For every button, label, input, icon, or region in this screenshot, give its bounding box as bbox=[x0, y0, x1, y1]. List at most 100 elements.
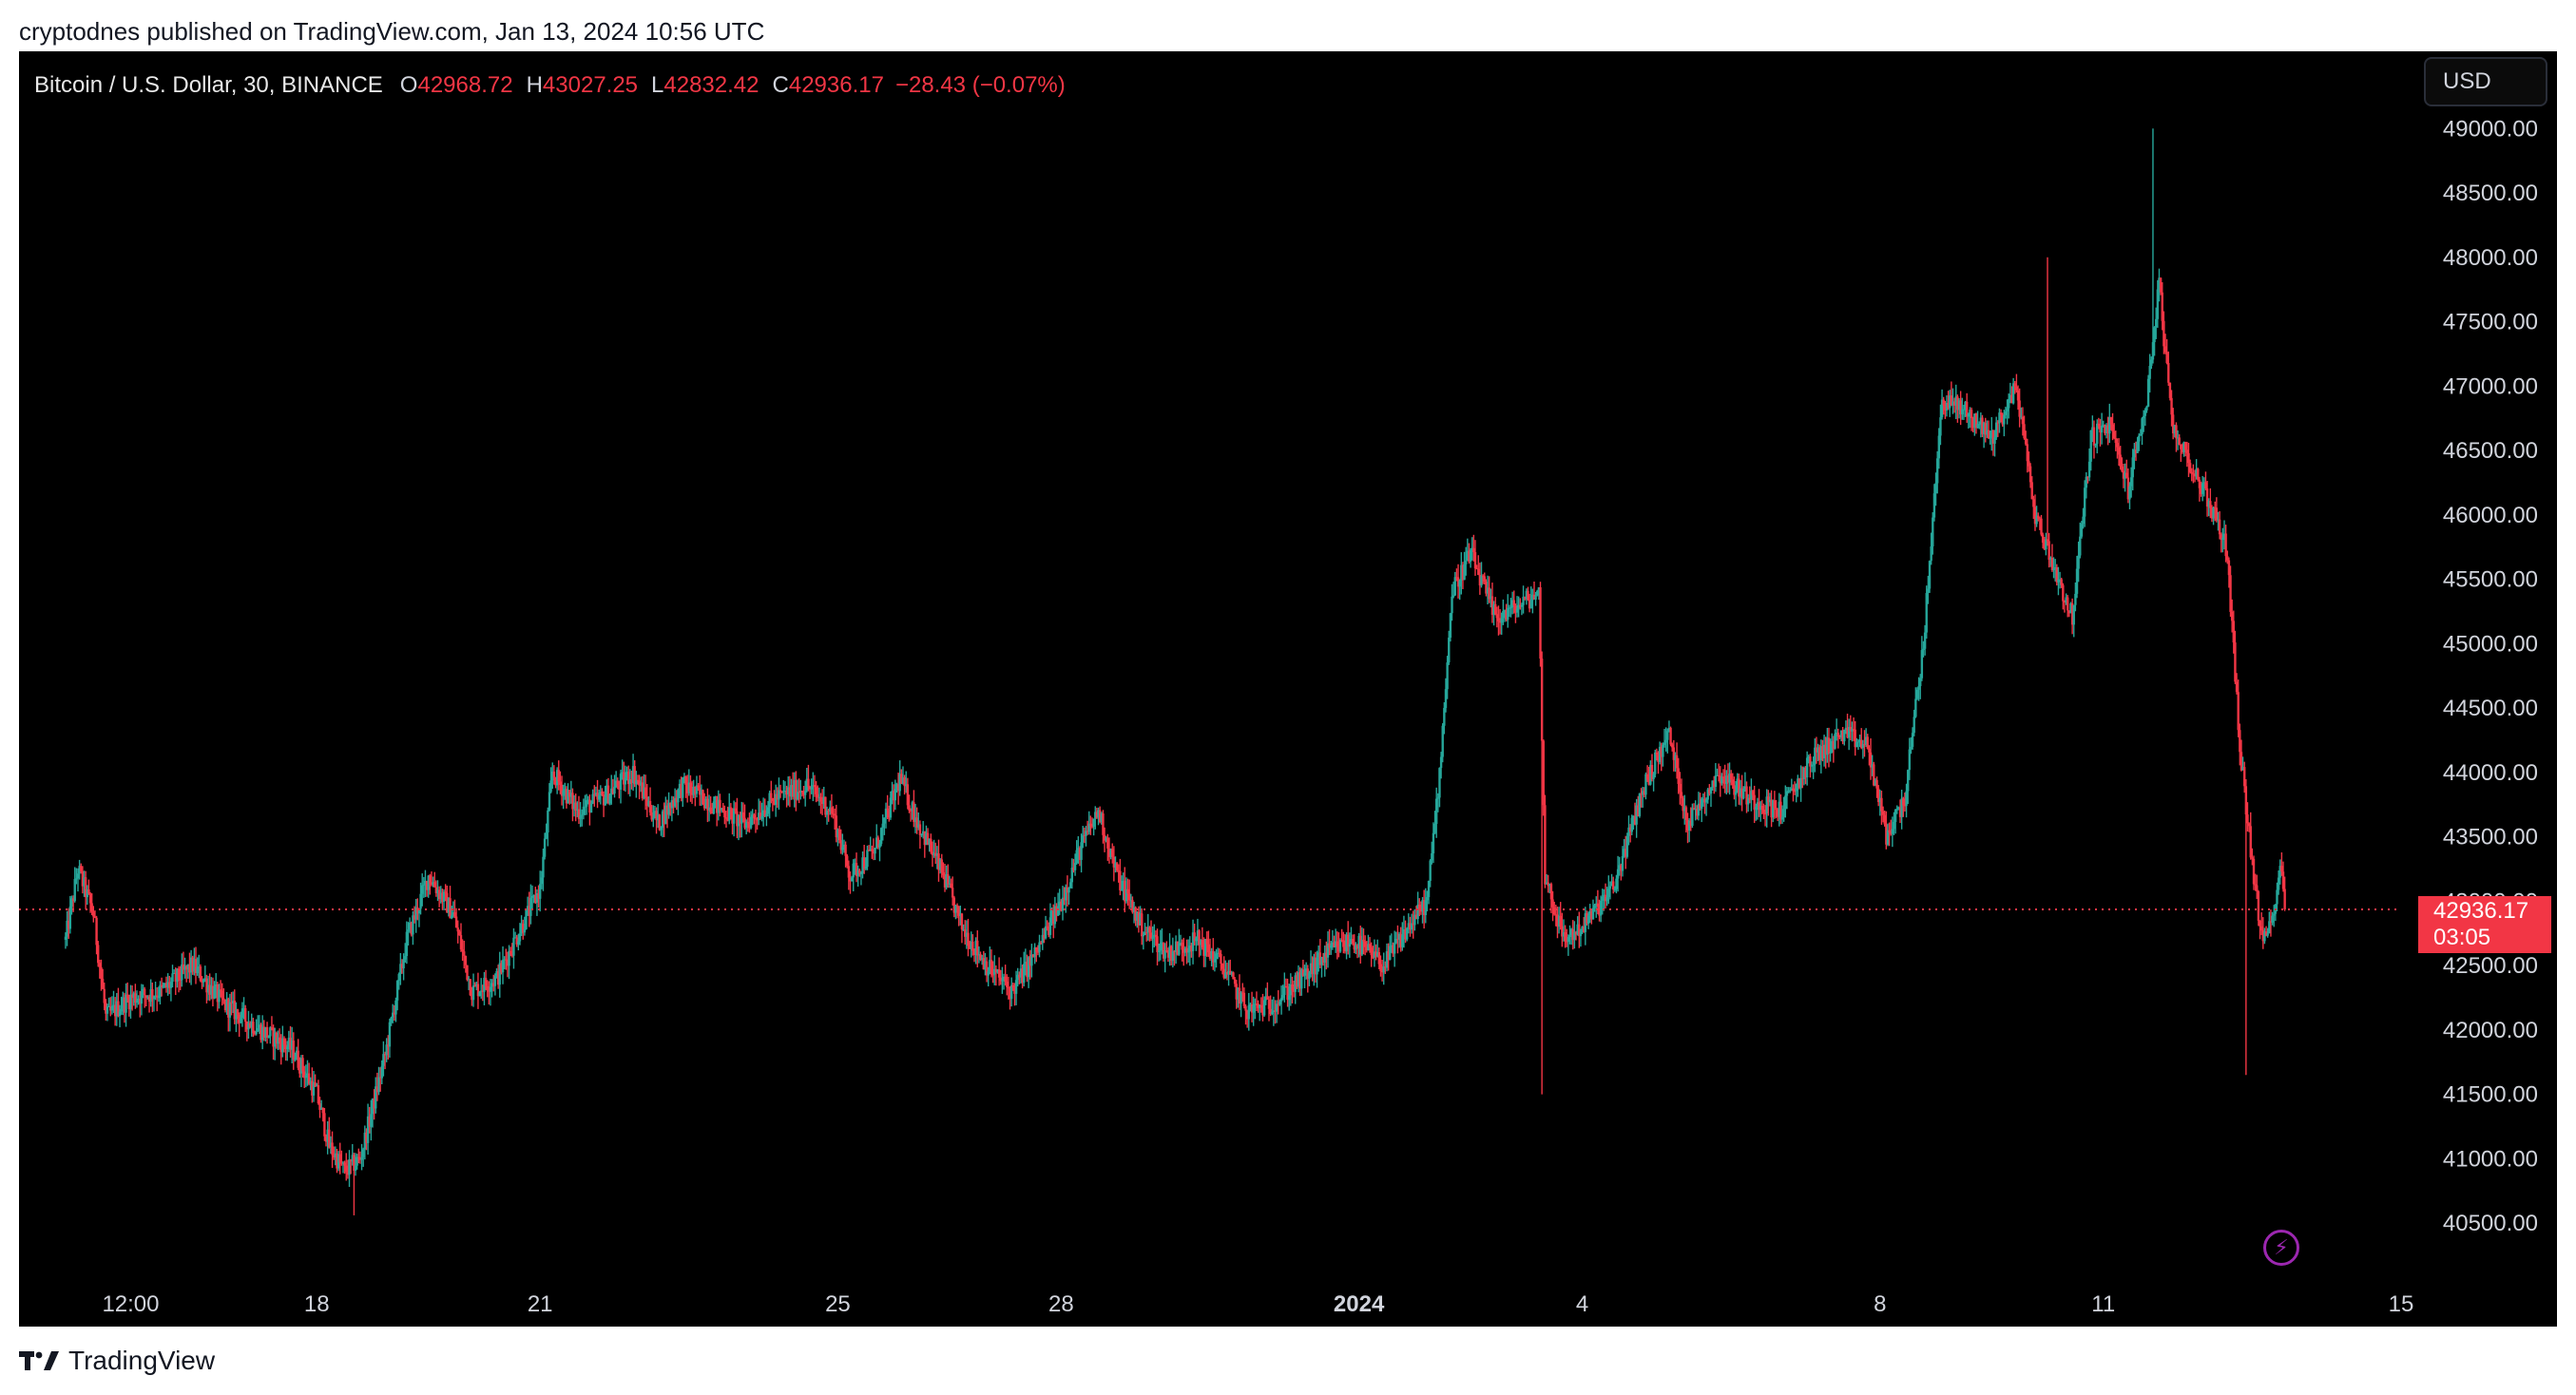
candle-body bbox=[709, 807, 712, 812]
candle-body bbox=[2269, 921, 2273, 923]
symbol-title: Bitcoin / U.S. Dollar, 30, BINANCE bbox=[34, 72, 383, 98]
candle-body bbox=[1095, 812, 1099, 818]
candle-body bbox=[1362, 940, 1365, 942]
candle-body bbox=[1380, 970, 1384, 973]
candle-body bbox=[2241, 767, 2244, 771]
candle-body bbox=[765, 813, 768, 816]
candle-body bbox=[1220, 953, 1222, 964]
candle-body bbox=[1809, 756, 1812, 767]
candle-body bbox=[1628, 827, 1632, 832]
candle-body bbox=[380, 1065, 383, 1079]
candle-body bbox=[702, 790, 704, 805]
candle-body bbox=[1436, 797, 1440, 799]
candle-body bbox=[419, 893, 422, 909]
candle-body bbox=[879, 828, 883, 844]
candle-body bbox=[292, 1041, 295, 1061]
candle-body bbox=[1922, 648, 1925, 651]
candle-body bbox=[606, 785, 610, 804]
candle-body bbox=[1326, 943, 1330, 958]
candle-body bbox=[1582, 927, 1586, 932]
candle-body bbox=[520, 923, 523, 934]
candle-body bbox=[1632, 815, 1635, 818]
candle-body bbox=[1448, 637, 1451, 663]
candle-body bbox=[227, 999, 230, 1018]
candle-body bbox=[719, 799, 721, 811]
candle-body bbox=[1620, 865, 1623, 871]
candle-body bbox=[1780, 816, 1784, 820]
candle-body bbox=[791, 785, 795, 797]
candle-body bbox=[1036, 951, 1040, 953]
candle-body bbox=[109, 1005, 112, 1011]
candle-body bbox=[354, 1165, 357, 1171]
candle-body bbox=[301, 1058, 304, 1072]
candle-body bbox=[2094, 444, 2097, 446]
candle-body bbox=[1100, 813, 1103, 823]
candle-body bbox=[1750, 791, 1753, 800]
candle-body bbox=[987, 971, 990, 976]
candle-body bbox=[1235, 984, 1238, 1000]
candle-body bbox=[1024, 962, 1028, 965]
candle-body bbox=[1696, 809, 1699, 816]
candle-body bbox=[152, 996, 156, 1000]
candle-body bbox=[1080, 842, 1083, 860]
candle-body bbox=[1241, 992, 1244, 994]
candle-body bbox=[245, 1022, 249, 1030]
candle-body bbox=[993, 968, 996, 975]
candles-layer bbox=[64, 128, 2286, 1215]
candle-body bbox=[338, 1154, 341, 1163]
candle-body bbox=[1976, 424, 1979, 429]
candle-body bbox=[2195, 468, 2198, 477]
candle-body bbox=[1009, 984, 1013, 1000]
candle-body bbox=[1588, 910, 1591, 916]
candle-body bbox=[1385, 950, 1389, 968]
candle-body bbox=[644, 787, 647, 797]
candle-body bbox=[964, 929, 967, 937]
candle-body bbox=[147, 996, 151, 1003]
candle-body bbox=[706, 798, 709, 811]
candle-body bbox=[1961, 409, 1964, 415]
candle-body bbox=[139, 998, 142, 1004]
candle-body bbox=[754, 818, 758, 820]
candle-body bbox=[105, 1003, 107, 1014]
candle-body bbox=[1751, 791, 1755, 795]
candle-body bbox=[1028, 957, 1031, 966]
candle-body bbox=[1601, 897, 1604, 901]
candle-body bbox=[1776, 810, 1779, 817]
candle-body bbox=[2032, 499, 2035, 507]
candle-body bbox=[984, 961, 987, 970]
lightning-icon[interactable]: ⚡ bbox=[2263, 1230, 2299, 1266]
candlestick-plot[interactable]: 40500.00 41000.00 41500.00 42000.00 42500.00… bbox=[19, 51, 2557, 1327]
candle-body bbox=[144, 995, 147, 998]
candle-body bbox=[302, 1071, 306, 1079]
candle-body bbox=[1942, 399, 1945, 406]
candle-body bbox=[1171, 950, 1175, 962]
candle-body bbox=[199, 966, 202, 982]
candle-body bbox=[2126, 477, 2130, 500]
candle-body bbox=[836, 829, 839, 838]
candle-body bbox=[1279, 998, 1283, 1002]
candle-body bbox=[1898, 807, 1902, 817]
candle-body bbox=[2224, 533, 2227, 557]
chart-area[interactable]: 40500.00 41000.00 41500.00 42000.00 42500.00… bbox=[19, 51, 2557, 1327]
candle-body bbox=[469, 979, 471, 996]
candle-body bbox=[414, 907, 417, 920]
candle-body bbox=[483, 977, 486, 992]
candle-body bbox=[1807, 756, 1810, 758]
candle-body bbox=[1142, 935, 1145, 937]
candle-body bbox=[1252, 1004, 1255, 1013]
candle-body bbox=[829, 807, 832, 812]
candle-body bbox=[803, 791, 807, 795]
candle-body bbox=[700, 790, 703, 795]
candle-body bbox=[1320, 956, 1323, 965]
candle-body bbox=[240, 1008, 244, 1019]
currency-button[interactable]: USD bbox=[2424, 57, 2547, 106]
candle-body bbox=[1259, 1004, 1261, 1008]
candle-body bbox=[892, 791, 895, 801]
candle-body bbox=[1692, 808, 1696, 810]
candle-body bbox=[1641, 791, 1644, 795]
candle-body bbox=[2077, 555, 2080, 569]
candle-body bbox=[1736, 778, 1739, 793]
candle-body bbox=[118, 1011, 122, 1017]
candle-body bbox=[2226, 556, 2229, 561]
candle-body bbox=[1323, 952, 1326, 963]
